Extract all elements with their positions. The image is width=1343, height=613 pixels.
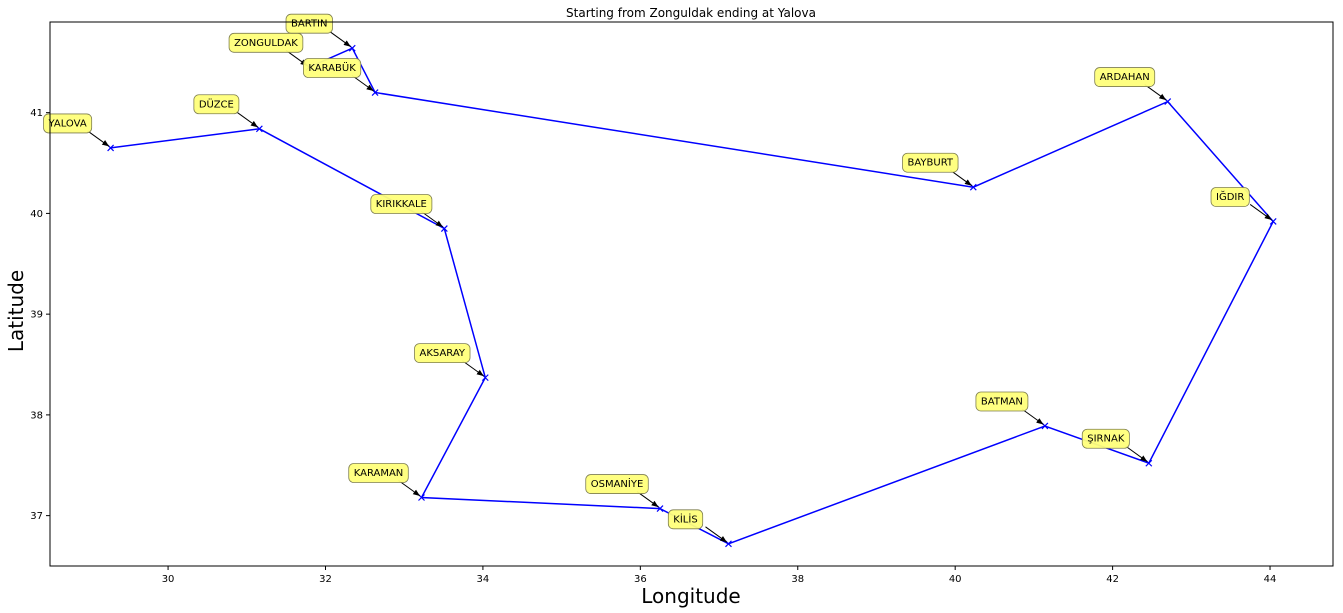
x-tick-label: 44	[1264, 574, 1277, 585]
city-labels: ZONGULDAK BARTIN KARABÜK BAYBURT ARDAHAN IĞDI…	[43, 13, 1272, 543]
city-name: BAYBURT	[908, 158, 954, 169]
city-label: AKSARAY	[414, 343, 485, 377]
city-label: ŞIRNAK	[1081, 428, 1148, 463]
city-name: YALOVA	[48, 118, 87, 129]
city-label: ARDAHAN	[1094, 67, 1167, 101]
city-name: KIRIKKALE	[376, 199, 427, 210]
x-tick-label: 34	[477, 574, 490, 585]
chart-title: Starting from Zonguldak ending at Yalova	[566, 6, 816, 20]
y-tick-label: 40	[30, 209, 43, 220]
axis-ticks: 30 32 34 36 38 40 42 44 37 38 39 40 41	[30, 108, 1276, 585]
city-name: ZONGULDAK	[234, 38, 298, 49]
city-label: OSMANİYE	[585, 474, 659, 508]
plot-area: 30 32 34 36 38 40 42 44 37 38 39 40 41 ZONGULDAK BART…	[30, 13, 1334, 585]
y-tick-label: 39	[30, 310, 43, 321]
x-tick-label: 30	[162, 574, 175, 585]
x-tick-label: 42	[1106, 574, 1119, 585]
city-label: ZONGULDAK	[228, 32, 308, 67]
city-label: BARTIN	[285, 13, 352, 48]
city-name: IĞDIR	[1216, 190, 1244, 203]
y-tick-label: 41	[30, 108, 43, 119]
city-markers	[107, 44, 1277, 548]
city-name: AKSARAY	[420, 348, 466, 359]
city-name: ARDAHAN	[1100, 72, 1150, 83]
x-tick-label: 36	[634, 574, 647, 585]
plot-frame	[49, 21, 1334, 567]
x-tick-label: 38	[791, 574, 804, 585]
x-tick-label: 32	[319, 574, 332, 585]
city-name: DÜZCE	[199, 97, 234, 110]
city-name: BATMAN	[981, 396, 1023, 407]
city-name: KARAMAN	[354, 468, 404, 479]
city-label: DÜZCE	[193, 94, 259, 128]
city-name: ŞIRNAK	[1087, 434, 1125, 445]
city-name: BARTIN	[291, 19, 327, 30]
city-label: YALOVA	[43, 113, 110, 147]
city-label: BAYBURT	[902, 152, 973, 187]
city-label: BATMAN	[975, 391, 1044, 425]
city-name: KİLİS	[673, 512, 697, 525]
city-name: OSMANİYE	[591, 477, 644, 490]
y-tick-label: 38	[30, 410, 43, 421]
city-label: KARABÜK	[303, 58, 374, 92]
y-tick-label: 37	[30, 511, 43, 522]
city-label: KIRIKKALE	[370, 194, 444, 228]
route-line	[110, 47, 1275, 545]
city-label: KARAMAN	[348, 463, 421, 497]
x-axis-label: Longitude	[641, 584, 740, 608]
city-name: KARABÜK	[308, 61, 356, 74]
y-axis-label: Latitude	[4, 270, 28, 352]
x-tick-label: 40	[949, 574, 962, 585]
city-label: IĞDIR	[1210, 187, 1272, 221]
city-label: KİLİS	[667, 509, 728, 543]
